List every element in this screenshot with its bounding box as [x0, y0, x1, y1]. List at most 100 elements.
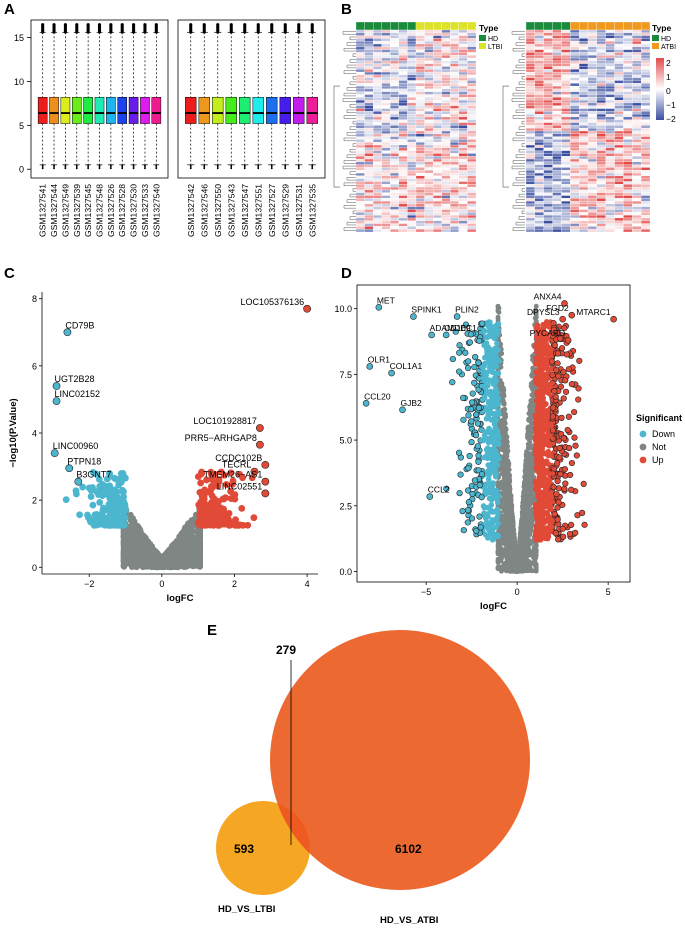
heatmap-cell — [570, 181, 580, 185]
panel-a-box — [252, 96, 264, 124]
heatmap-cell — [641, 29, 651, 33]
heatmap-cell — [390, 43, 399, 47]
heatmap-cell — [415, 220, 425, 224]
heatmap-cell — [623, 74, 633, 78]
heatmap-cell — [534, 77, 544, 81]
panel-a-outlier — [284, 167, 287, 170]
heatmap-cell — [641, 114, 651, 118]
heatmap-cell — [398, 206, 408, 210]
heatmap-cell — [467, 133, 477, 137]
heatmap-cell — [534, 111, 544, 115]
heatmap-cell — [467, 74, 477, 78]
heatmap-cell — [534, 66, 544, 70]
heatmap-cell — [570, 201, 580, 205]
heatmap-cell — [525, 147, 535, 151]
panel-a-sample-label: GSM1327533 — [140, 184, 150, 237]
heatmap-cell — [433, 178, 442, 182]
dendrogram-branch — [346, 132, 356, 136]
heatmap-cell — [534, 69, 544, 73]
heatmap-cell — [407, 105, 417, 109]
heatmap-cell — [415, 195, 425, 199]
heatmap-cell — [458, 29, 468, 33]
heatmap-cell — [632, 153, 642, 157]
heatmap-annotation-cell — [640, 21, 651, 31]
volcano-point-not — [189, 522, 196, 529]
heatmap-cell — [390, 229, 399, 233]
heatmap-cell — [450, 38, 459, 42]
heatmap-cell — [596, 164, 606, 168]
heatmap-cell — [632, 32, 642, 36]
heatmap-cell — [632, 203, 642, 207]
heatmap-cell — [596, 91, 606, 95]
heatmap-cell — [424, 52, 434, 56]
heatmap-cell — [433, 85, 442, 90]
heatmap-cell — [415, 147, 425, 151]
volcano-point-up — [229, 519, 237, 526]
heatmap-cell — [390, 85, 399, 90]
heatmap-cell — [450, 116, 459, 120]
heatmap-cell — [579, 150, 589, 154]
heatmap-annotation-cell — [355, 21, 365, 31]
heatmap-cell — [525, 156, 535, 160]
heatmap-cell — [441, 128, 451, 132]
heatmap-cell — [525, 77, 535, 81]
heatmap-cell — [525, 220, 535, 224]
heatmap-cell — [552, 100, 562, 104]
heatmap-cell — [552, 158, 562, 162]
volcano-point-not — [151, 552, 158, 559]
heatmap-cell — [364, 49, 374, 53]
heatmap-cell — [433, 94, 442, 98]
heatmap-cell — [450, 100, 459, 104]
heatmap-cell — [441, 203, 451, 207]
heatmap-cell — [561, 172, 571, 177]
heatmap-legend-label: HD — [488, 36, 498, 43]
heatmap-cell — [543, 186, 553, 191]
heatmap-cell — [552, 175, 562, 179]
heatmap-cell — [525, 195, 535, 199]
heatmap-cell — [534, 186, 544, 191]
heatmap-cell — [433, 125, 442, 129]
heatmap-cell — [543, 102, 553, 106]
heatmap-cell — [467, 212, 477, 216]
heatmap-cell — [424, 116, 434, 120]
heatmap-cell — [390, 217, 399, 221]
heatmap-cell — [579, 156, 589, 160]
panel-a-outlier — [121, 167, 124, 170]
dendrogram-branch — [346, 42, 356, 46]
heatmap-cell — [355, 164, 365, 168]
heatmap-cell — [641, 63, 651, 67]
heatmap-cell — [458, 100, 468, 104]
heatmap-cell — [534, 119, 544, 123]
volcano-labelled-point — [255, 424, 264, 432]
heatmap-cell — [355, 206, 365, 210]
volcano-gene-label: TECRL — [222, 460, 252, 470]
dendrogram-branch — [518, 81, 525, 85]
heatmap-cell — [467, 85, 477, 90]
heatmap-cell — [632, 161, 642, 165]
heatmap-cell — [570, 229, 580, 233]
heatmap-cell — [579, 170, 589, 174]
heatmap-cell — [570, 147, 580, 151]
heatmap-cell — [441, 170, 451, 174]
heatmap-cell — [467, 181, 477, 185]
heatmap-cell — [450, 212, 459, 216]
heatmap-cell — [458, 46, 468, 50]
heatmap-cell — [570, 186, 580, 191]
heatmap-cell — [579, 55, 589, 59]
heatmap-cell — [364, 133, 374, 137]
heatmap-cell — [561, 150, 571, 154]
heatmap-cell — [373, 114, 382, 118]
heatmap-cell — [355, 161, 365, 165]
heatmap-cell — [587, 167, 597, 171]
volcano-point-not — [141, 560, 148, 567]
heatmap-cell — [534, 46, 544, 50]
heatmap-cell — [632, 136, 642, 140]
volcano-y-tick-label: 8 — [32, 294, 37, 304]
heatmap-row-dendrogram — [333, 31, 356, 231]
heatmap-cell — [534, 139, 544, 143]
heatmap-cell — [596, 189, 606, 193]
heatmap-cell — [373, 111, 382, 115]
heatmap-cell — [458, 139, 468, 143]
heatmap-cell — [390, 178, 399, 182]
heatmap-cell — [605, 198, 615, 202]
